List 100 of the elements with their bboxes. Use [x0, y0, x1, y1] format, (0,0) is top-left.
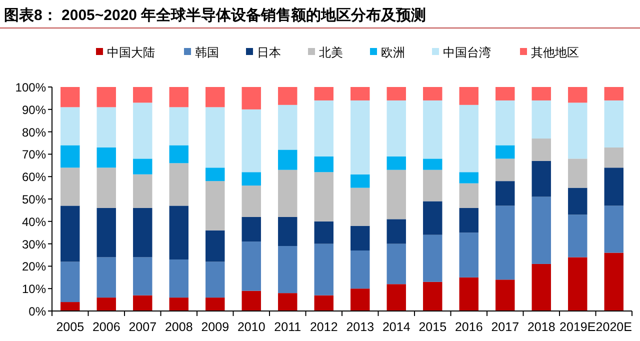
x-tick-label: 2011: [274, 320, 302, 334]
bar: [96, 107, 116, 148]
bar: [350, 100, 370, 174]
bar: [496, 158, 515, 182]
x-tick-label: 2015: [418, 320, 447, 334]
bar: [278, 293, 298, 311]
bar: [314, 156, 334, 172]
bar: [96, 298, 116, 311]
bar: [242, 290, 261, 311]
bar: [350, 288, 370, 311]
bar: [206, 230, 225, 262]
legend-label: 韩国: [195, 46, 219, 60]
bar: [496, 280, 515, 311]
x-tick-label: 2019E: [560, 320, 596, 334]
bar: [278, 87, 298, 105]
bar: [96, 168, 116, 208]
y-tick-label: 0%: [28, 304, 46, 318]
bar: [423, 201, 442, 235]
x-tick-label: 2016: [454, 320, 483, 334]
bar: [314, 100, 334, 156]
bar: [423, 282, 442, 311]
bar: [242, 186, 261, 217]
y-tick-label: 90%: [22, 102, 46, 117]
bar: [96, 87, 116, 108]
bar: [568, 158, 588, 188]
bar: [532, 196, 551, 264]
bar: [568, 102, 588, 159]
bar: [206, 107, 225, 168]
y-tick-label: 80%: [22, 125, 46, 140]
bar: [423, 234, 442, 282]
legend-label: 日本: [257, 46, 281, 60]
bar: [386, 100, 406, 156]
bar: [604, 206, 624, 253]
bar: [278, 170, 298, 217]
bar: [568, 257, 588, 311]
bar: [568, 188, 588, 215]
bar: [206, 262, 225, 298]
bar: [459, 232, 478, 278]
bar: [60, 107, 80, 146]
bar: [169, 163, 188, 206]
bar: [278, 246, 298, 294]
x-tick-label: 2018: [527, 320, 556, 334]
x-tick-label: 2007: [128, 320, 157, 334]
bar: [242, 216, 261, 242]
bar: [423, 158, 442, 170]
bar: [96, 208, 116, 258]
x-tick-label: 2012: [310, 320, 338, 334]
bar: [532, 138, 551, 161]
bar: [386, 219, 406, 244]
bar: [568, 214, 588, 258]
bar: [604, 168, 624, 206]
bar: [350, 226, 370, 251]
bar: [423, 87, 442, 100]
bar: [242, 87, 261, 110]
bar: [206, 87, 225, 108]
bar: [206, 181, 225, 230]
bar: [314, 295, 334, 311]
bar: [459, 208, 478, 233]
bar: [60, 168, 80, 206]
chart-title: 图表8： 2005~2020 年全球半导体设备销售额的地区分布及预测: [4, 6, 426, 24]
x-tick-label: 2010: [237, 320, 266, 334]
bar: [133, 208, 152, 258]
bar: [496, 181, 515, 206]
bar: [60, 206, 80, 262]
bar: [532, 100, 551, 139]
bar: [133, 174, 152, 208]
bar: [314, 172, 334, 222]
bar: [133, 102, 152, 159]
bar: [459, 183, 478, 208]
bar: [60, 302, 80, 311]
bar: [386, 170, 406, 220]
bar: [386, 156, 406, 170]
x-tick-label: 2020E: [596, 320, 632, 334]
bar: [350, 87, 370, 100]
x-tick-label: 2013: [346, 320, 374, 334]
bar: [60, 145, 80, 168]
x-tick-label: 2014: [382, 320, 410, 334]
bar: [169, 259, 188, 298]
bar: [496, 206, 515, 280]
bar: [386, 284, 406, 311]
bar: [169, 107, 188, 146]
bar: [169, 87, 188, 108]
x-tick-label: 2005: [56, 320, 84, 334]
bar: [350, 174, 370, 188]
bar: [278, 216, 298, 246]
bar: [604, 252, 624, 311]
bar: [350, 250, 370, 289]
bar: [459, 277, 478, 311]
bar: [96, 257, 116, 298]
bar: [242, 172, 261, 186]
x-tick-label: 2009: [201, 320, 230, 334]
y-tick-label: 30%: [22, 237, 46, 252]
bar: [459, 172, 478, 184]
bar: [350, 188, 370, 226]
y-tick-label: 10%: [22, 282, 46, 296]
bar: [386, 87, 406, 100]
legend-label: 中国台湾: [443, 46, 491, 60]
x-tick-label: 2006: [92, 320, 120, 334]
bar: [459, 104, 478, 172]
bar: [532, 160, 551, 197]
